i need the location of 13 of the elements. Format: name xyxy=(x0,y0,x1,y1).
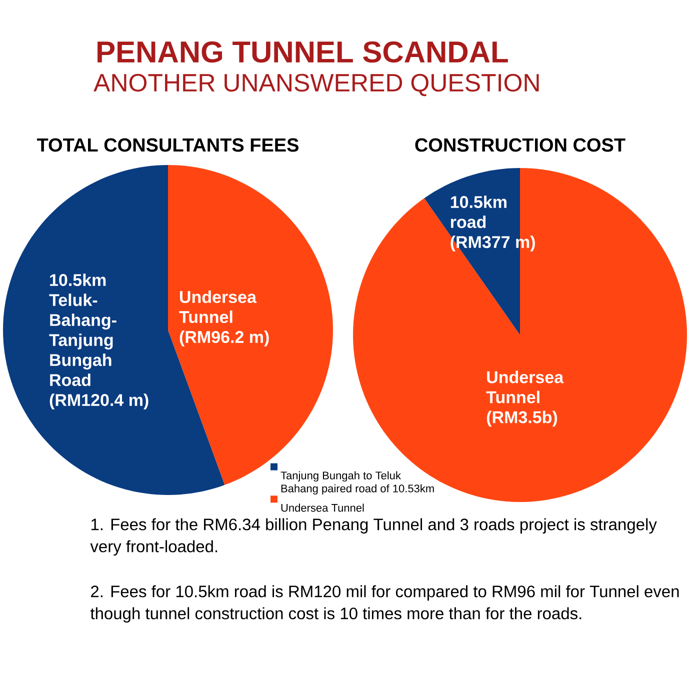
text: 2. Fees for 10.5km road is RM120 mil for compared to RM96 mil for Tunnel even though tunnel construction cost is 10 times more than for the roads. xyxy=(90,585,679,623)
text: PENANG TUNNEL SCANDAL xyxy=(98,41,508,63)
legend-label: Undersea Tunnel xyxy=(281,504,364,512)
chart-title: CONSTRUCTION COST xyxy=(415,138,626,152)
chart-title: TOTAL CONSULTANTS FEES xyxy=(36,138,298,152)
text: 1. Fees for the RM6.34 billion Penang Tunnel and 3 roads project is strangely very front-loaded. xyxy=(90,518,657,556)
data-label: (RM3.5b) xyxy=(486,410,558,427)
text: ANOTHER UNANSWERED QUESTION xyxy=(94,74,539,96)
slice-label: 10.5km road xyxy=(450,196,506,228)
legend-label: Tanjung Bungah to Teluk Bahang paired road of 10.53km xyxy=(280,471,434,495)
slice-label: Undersea Tunnel xyxy=(486,370,564,404)
data-label: 10.5km Teluk-Bahang-Tanjung Bungah Road (RM120.4 m) xyxy=(49,274,148,410)
data-label: Undersea Tunnel (RM96.2 m) xyxy=(179,290,269,346)
